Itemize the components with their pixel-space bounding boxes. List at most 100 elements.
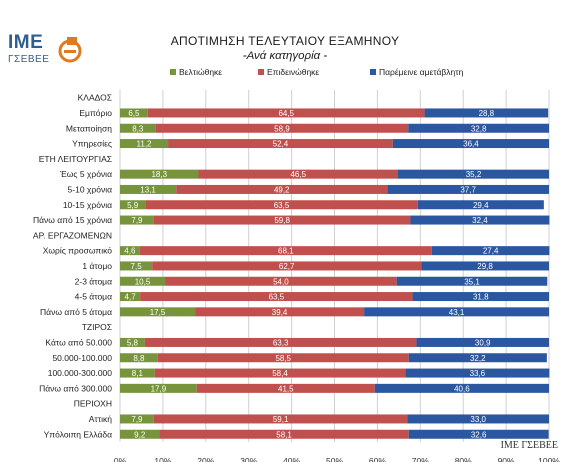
data-label: 43,1 [449, 308, 465, 317]
bar-segment [145, 200, 418, 210]
data-label: 33,6 [470, 369, 486, 378]
bar-segment [120, 292, 141, 302]
row-label: 4-5 άτομα [75, 292, 112, 302]
bar-segment [120, 200, 146, 210]
bar-segment [407, 414, 549, 424]
data-label: 33,0 [470, 415, 486, 424]
bar-segment [405, 368, 550, 378]
bar-segment [120, 368, 155, 378]
data-label: 62,7 [279, 262, 295, 271]
row-label: Υπηρεσίες [72, 139, 112, 149]
data-label: 58,1 [276, 430, 292, 439]
bar-segment [408, 123, 549, 133]
bar-segment [152, 261, 422, 271]
data-label: 18,3 [151, 170, 167, 179]
data-label: 36,4 [463, 140, 479, 149]
bar-segment [147, 108, 425, 118]
row-label: Πάνω από 15 χρόνια [33, 215, 112, 225]
data-label: 29,8 [477, 262, 493, 271]
data-label: 32,2 [470, 354, 486, 363]
data-label: 39,4 [272, 308, 288, 317]
bar-segment [139, 246, 432, 256]
data-label: 4,6 [124, 247, 136, 256]
data-label: 68,1 [278, 247, 294, 256]
bar-segment [120, 337, 145, 347]
x-tick-label: 20% [197, 456, 214, 462]
bar-segment [144, 337, 417, 347]
x-tick-label: 50% [326, 456, 343, 462]
bar-segment [416, 337, 549, 347]
bar-segment [397, 169, 549, 179]
data-label: 35,2 [466, 170, 482, 179]
data-label: 32,4 [472, 216, 488, 225]
row-label: 1 άτομο [82, 261, 112, 271]
data-label: 35,1 [464, 277, 480, 286]
row-label: 50.000-100.000 [52, 353, 112, 363]
row-label: Έως 5 χρόνια [59, 169, 112, 179]
data-label: 29,4 [473, 201, 489, 210]
data-label: 58,5 [275, 354, 291, 363]
x-tick-label: 40% [283, 456, 300, 462]
bar-segment [120, 261, 153, 271]
bar-segment [120, 353, 158, 363]
data-label: 9,2 [134, 430, 146, 439]
bar-segment [410, 215, 550, 225]
category-header-label: ΠΕΡΙΟΧΗ [74, 399, 112, 409]
data-label: 59,1 [273, 415, 289, 424]
bar-segment [120, 139, 169, 149]
bar-segment [154, 368, 406, 378]
data-label: 17,5 [150, 308, 166, 317]
data-label: 4,7 [125, 293, 137, 302]
category-header-label: ΕΤΗ ΛΕΙΤΟΥΡΓΙΑΣ [39, 154, 112, 164]
row-label: Πάνω από 300.000 [39, 383, 112, 393]
bar-segment [408, 429, 549, 439]
legend-label: Βελτιώθηκε [179, 67, 222, 77]
x-tick-label: 60% [369, 456, 386, 462]
data-label: 32,6 [471, 430, 487, 439]
bar-segment [120, 307, 196, 317]
bar-segment [120, 123, 156, 133]
data-label: 46,5 [290, 170, 306, 179]
data-label: 6,5 [128, 109, 140, 118]
data-label: 30,9 [475, 338, 491, 347]
chart-title: ΑΠΟΤΙΜΗΣΗ ΤΕΛΕΥΤΑΙΟΥ ΕΞΑΜΗΝΟΥ [170, 34, 400, 48]
legend-swatch [258, 69, 264, 75]
bar-segment [168, 139, 393, 149]
ime-logo: IME ΓΣΕΒΕΕ [6, 32, 86, 72]
bar-segment [176, 184, 388, 194]
legend-label: Επιδεινώθηκε [267, 67, 319, 77]
bar-segment [120, 276, 166, 286]
row-label: 2-3 άτομα [75, 276, 112, 286]
data-label: 54,0 [273, 277, 289, 286]
bar-segment [408, 353, 547, 363]
data-label: 63,5 [269, 293, 285, 302]
x-tick-label: 80% [455, 456, 472, 462]
x-tick-label: 90% [498, 456, 515, 462]
data-label: 31,8 [473, 293, 489, 302]
legend-swatch [170, 69, 176, 75]
bar-segment [140, 292, 413, 302]
category-header-label: ΑΡ. ΕΡΓΑΖΟΜΕΝΩΝ [33, 230, 112, 240]
x-tick-label: 30% [240, 456, 257, 462]
data-label: 28,8 [479, 109, 495, 118]
bar-segment [195, 307, 365, 317]
data-label: 58,4 [272, 369, 288, 378]
data-label: 10,5 [135, 277, 151, 286]
data-label: 49,2 [274, 185, 290, 194]
bar-segment [153, 215, 411, 225]
logo-mark-icon [58, 37, 82, 63]
bar-segment [155, 123, 409, 133]
bar-segment [364, 307, 549, 317]
data-label: 17,9 [151, 384, 167, 393]
bar-segment [157, 353, 409, 363]
bar-segment [120, 169, 199, 179]
bar-segment [196, 383, 375, 393]
data-label: 32,8 [471, 124, 487, 133]
data-label: 7,9 [131, 415, 143, 424]
bar-segment [431, 246, 550, 256]
logo-org-text: ΓΣΕΒΕΕ [8, 54, 50, 65]
bar-segment [387, 184, 549, 194]
x-tick-label: 70% [412, 456, 429, 462]
bar-segment [165, 276, 397, 286]
